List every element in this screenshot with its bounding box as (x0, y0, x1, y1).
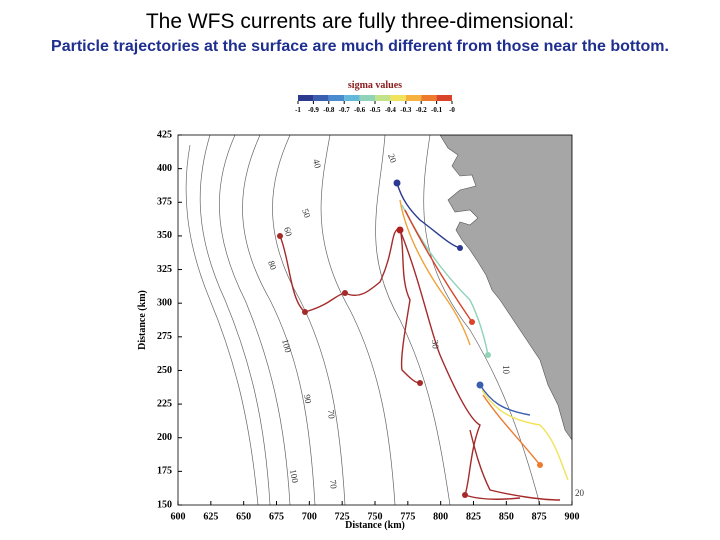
colorbar-swatch (436, 95, 452, 101)
y-tick-label: 400 (157, 163, 172, 174)
colorbar-swatch (298, 95, 314, 101)
colorbar-label: -1 (295, 106, 301, 114)
colorbar-label: -0.5 (369, 106, 381, 114)
colorbar-swatch (344, 95, 360, 101)
x-tick-label: 775 (400, 511, 415, 522)
colorbar-label: -0.9 (308, 106, 320, 114)
x-tick-label: 675 (269, 511, 284, 522)
colorbar-label: -0.8 (323, 106, 335, 114)
x-tick-label: 900 (565, 511, 580, 522)
trajectory-points (277, 179, 543, 498)
contour-label: 80 (266, 259, 279, 271)
colorbar-label: -0.3 (400, 106, 412, 114)
colorbar-swatch (390, 95, 406, 101)
slide-subtitle: Particle trajectories at the surface are… (51, 38, 669, 55)
y-tick-label: 425 (157, 129, 172, 140)
x-tick-label: 825 (466, 511, 481, 522)
x-tick-label: 650 (236, 511, 251, 522)
contour-label: 90 (302, 394, 313, 405)
contour-label: 20 (575, 488, 585, 498)
contour-label: 70 (326, 409, 337, 419)
contour-label: 10 (501, 365, 511, 375)
colorbar-title: sigma values (348, 80, 402, 91)
colorbar-swatch (405, 95, 422, 101)
colorbar-label: -0.6 (354, 106, 366, 114)
trajectories (279, 182, 569, 501)
x-tick-label: 750 (368, 511, 383, 522)
contour-label: 20 (386, 152, 399, 164)
colorbar-label: -0 (449, 106, 455, 114)
colorbar-swatch (328, 95, 345, 101)
y-tick-label: 300 (157, 297, 172, 308)
contour-label: 100 (288, 469, 300, 485)
y-tick-label: 350 (157, 230, 172, 241)
y-axis-label: Distance (km) (137, 290, 148, 350)
contour-label: 40 (311, 158, 323, 170)
x-tick-label: 725 (335, 511, 350, 522)
contour-label: 60 (282, 226, 294, 238)
x-tick-label: 600 (171, 511, 186, 522)
contour-label: 70 (328, 479, 339, 489)
x-tick-label: 700 (302, 511, 317, 522)
x-tick-label: 625 (203, 511, 218, 522)
colorbar-swatch (375, 95, 391, 101)
y-tick-label: 325 (157, 264, 172, 275)
y-tick-label: 275 (157, 331, 172, 342)
y-tick-label: 150 (157, 499, 172, 510)
contour-labels: 20 40 50 60 80 100 30 10 70 90 70 100 20 (266, 152, 584, 498)
colorbar: -1 -0.9 -0.8 -0.7 -0.6 -0.5 -0.4 -0.3 -0.2 -0.1 -0 (295, 95, 455, 114)
contour-label: 30 (430, 339, 441, 349)
y-tick-label: 175 (157, 466, 172, 477)
x-tick-label: 875 (532, 511, 547, 522)
colorbar-swatch (359, 95, 375, 101)
contour-label: 100 (280, 338, 293, 354)
x-tick-label: 800 (433, 511, 448, 522)
x-tick-label: 850 (499, 511, 514, 522)
colorbar-swatch (421, 95, 437, 101)
colorbar-label: -0.7 (339, 106, 351, 114)
colorbar-swatch (313, 95, 329, 101)
axes: 600 625 650 675 700 725 750 775 800 825 850 875 900 1… (157, 129, 580, 522)
y-tick-label: 200 (157, 432, 172, 443)
contour-label: 50 (300, 207, 313, 219)
y-tick-label: 375 (157, 197, 172, 208)
map-layer (185, 135, 572, 505)
land (439, 135, 572, 441)
colorbar-label: -0.4 (385, 106, 397, 114)
slide-title: The WFS currents are fully three-dimensi… (145, 10, 575, 33)
y-tick-label: 250 (157, 365, 172, 376)
colorbar-label: -0.1 (431, 106, 443, 114)
colorbar-label: -0.2 (416, 106, 428, 114)
y-tick-label: 225 (157, 398, 172, 409)
contours (185, 135, 541, 505)
x-axis-label: Distance (km) (345, 520, 405, 531)
